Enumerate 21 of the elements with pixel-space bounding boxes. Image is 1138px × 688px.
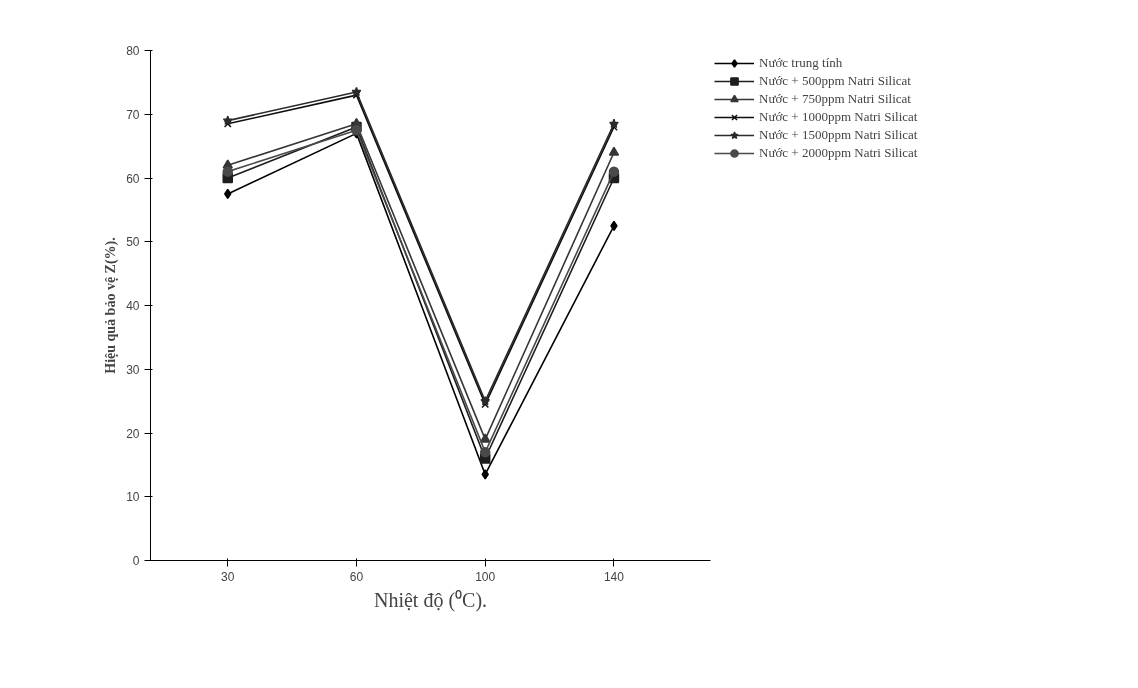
y-tick-label: 50 xyxy=(126,235,140,250)
y-tick-label: 10 xyxy=(126,490,140,505)
y-tick-label: 60 xyxy=(126,171,140,186)
legend-label: Nước trung tính xyxy=(759,54,843,72)
x-tick-label: 60 xyxy=(349,569,364,584)
legend-label: Nước + 1000ppm Natri Silicat xyxy=(759,108,918,126)
y-tick-label: 0 xyxy=(132,554,140,568)
y-tick-label: 20 xyxy=(126,426,140,441)
y-tick-label: 30 xyxy=(126,362,140,377)
y-tick-label: 70 xyxy=(126,107,140,122)
y-tick-label: 40 xyxy=(126,299,140,313)
x-tick-label: 140 xyxy=(603,569,625,584)
x-tick-label: 100 xyxy=(475,569,496,584)
legend-label: Nước + 500ppm Natri Silicat xyxy=(759,72,911,90)
legend-label: Nước + 750ppm Natri Silicat xyxy=(759,90,911,108)
legend-label: Nước + 1500ppm Natri Silicat xyxy=(759,126,918,144)
x-tick-label: 30 xyxy=(221,569,235,584)
y-axis-title: Hiệu quả bảo vệ Z(%). xyxy=(103,237,120,374)
x-axis-title: Nhiệt độ (⁰C). xyxy=(373,588,488,612)
legend-label: Nước + 2000ppm Natri Silicat xyxy=(759,144,918,162)
y-tick-label: 80 xyxy=(126,44,140,58)
